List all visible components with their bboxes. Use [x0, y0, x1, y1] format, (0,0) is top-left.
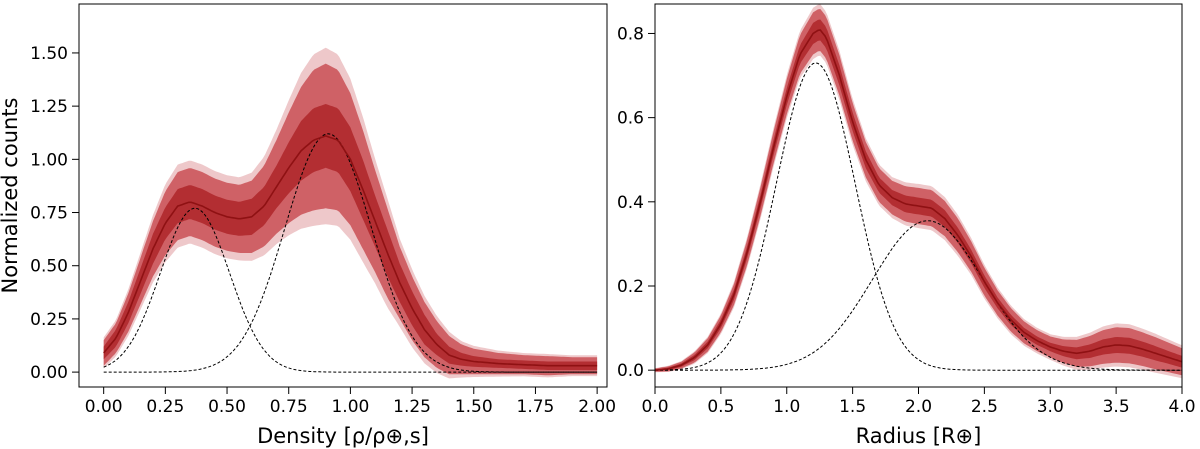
- x-tick-label: 1.75: [517, 397, 555, 417]
- x-tick-label: 1.0: [773, 397, 800, 417]
- radius-x-ticks: 0.0 0.5 1.0 1.5 2.0 2.5 3.0 3.5 4.0: [641, 387, 1196, 417]
- y-tick-label: 1.50: [30, 44, 68, 64]
- posterior-draws-band: [103, 63, 598, 376]
- radius-plot-area: [655, 4, 1182, 379]
- x-tick-label: 3.5: [1103, 397, 1130, 417]
- radius-y-ticks: 0.0 0.2 0.4 0.6 0.8: [617, 24, 655, 381]
- density-x-axis-label: Density [ρ/ρ⊕,s]: [257, 424, 429, 448]
- y-tick-label: 0.8: [617, 24, 644, 44]
- y-tick-label: 0.6: [617, 109, 644, 129]
- gaussian-component-2: [655, 220, 1182, 371]
- y-tick-label: 0.4: [617, 193, 644, 213]
- x-tick-label: 1.50: [455, 397, 493, 417]
- gaussian-component-2: [103, 133, 598, 373]
- radius-panel: 0.0 0.5 1.0 1.5 2.0 2.5 3.0 3.5 4.0 0.0 0.2 0.4 0.6…: [617, 3, 1196, 448]
- density-y-axis-label: Normalized counts: [0, 98, 22, 294]
- x-tick-label: 0.00: [85, 397, 123, 417]
- x-tick-label: 1.00: [331, 397, 369, 417]
- y-tick-label: 1.25: [30, 97, 68, 117]
- radius-x-axis-label: Radius [R⊕]: [856, 424, 982, 448]
- y-tick-label: 0.00: [30, 363, 68, 383]
- x-tick-label: 2.0: [905, 397, 932, 417]
- credible-interval-band: [103, 104, 598, 370]
- density-y-ticks: 0.00 0.25 0.50 0.75 1.00 1.25 1.50: [30, 44, 79, 383]
- x-tick-label: 0.0: [641, 397, 668, 417]
- gaussian-component-1: [103, 207, 598, 373]
- y-tick-label: 0.2: [617, 277, 644, 297]
- credible-interval-band: [655, 19, 1182, 371]
- y-tick-label: 0.0: [617, 361, 644, 381]
- x-tick-label: 0.75: [270, 397, 308, 417]
- x-tick-label: 3.0: [1037, 397, 1064, 417]
- y-tick-label: 0.75: [30, 204, 68, 224]
- median-curve: [655, 29, 1182, 371]
- x-tick-label: 2.00: [578, 397, 616, 417]
- gaussian-component-1: [655, 62, 1182, 371]
- y-tick-label: 1.00: [30, 150, 68, 170]
- x-tick-label: 0.50: [208, 397, 246, 417]
- density-panel: 0.00 0.25 0.50 0.75 1.00 1.25 1.50 1.75 2.00 0.0…: [0, 3, 616, 448]
- density-plot-area: [103, 47, 598, 379]
- x-tick-label: 0.25: [146, 397, 184, 417]
- x-tick-label: 2.5: [971, 397, 998, 417]
- density-x-ticks: 0.00 0.25 0.50 0.75 1.00 1.25 1.50 1.75 2.00: [85, 387, 616, 417]
- posterior-draws-band: [655, 9, 1182, 376]
- y-tick-label: 0.50: [30, 257, 68, 277]
- median-curve: [103, 135, 598, 367]
- x-tick-label: 1.25: [393, 397, 431, 417]
- x-tick-label: 4.0: [1168, 397, 1195, 417]
- x-tick-label: 1.5: [839, 397, 866, 417]
- density-axes-frame: [78, 3, 608, 388]
- x-tick-label: 0.5: [707, 397, 734, 417]
- y-tick-label: 0.25: [30, 310, 68, 330]
